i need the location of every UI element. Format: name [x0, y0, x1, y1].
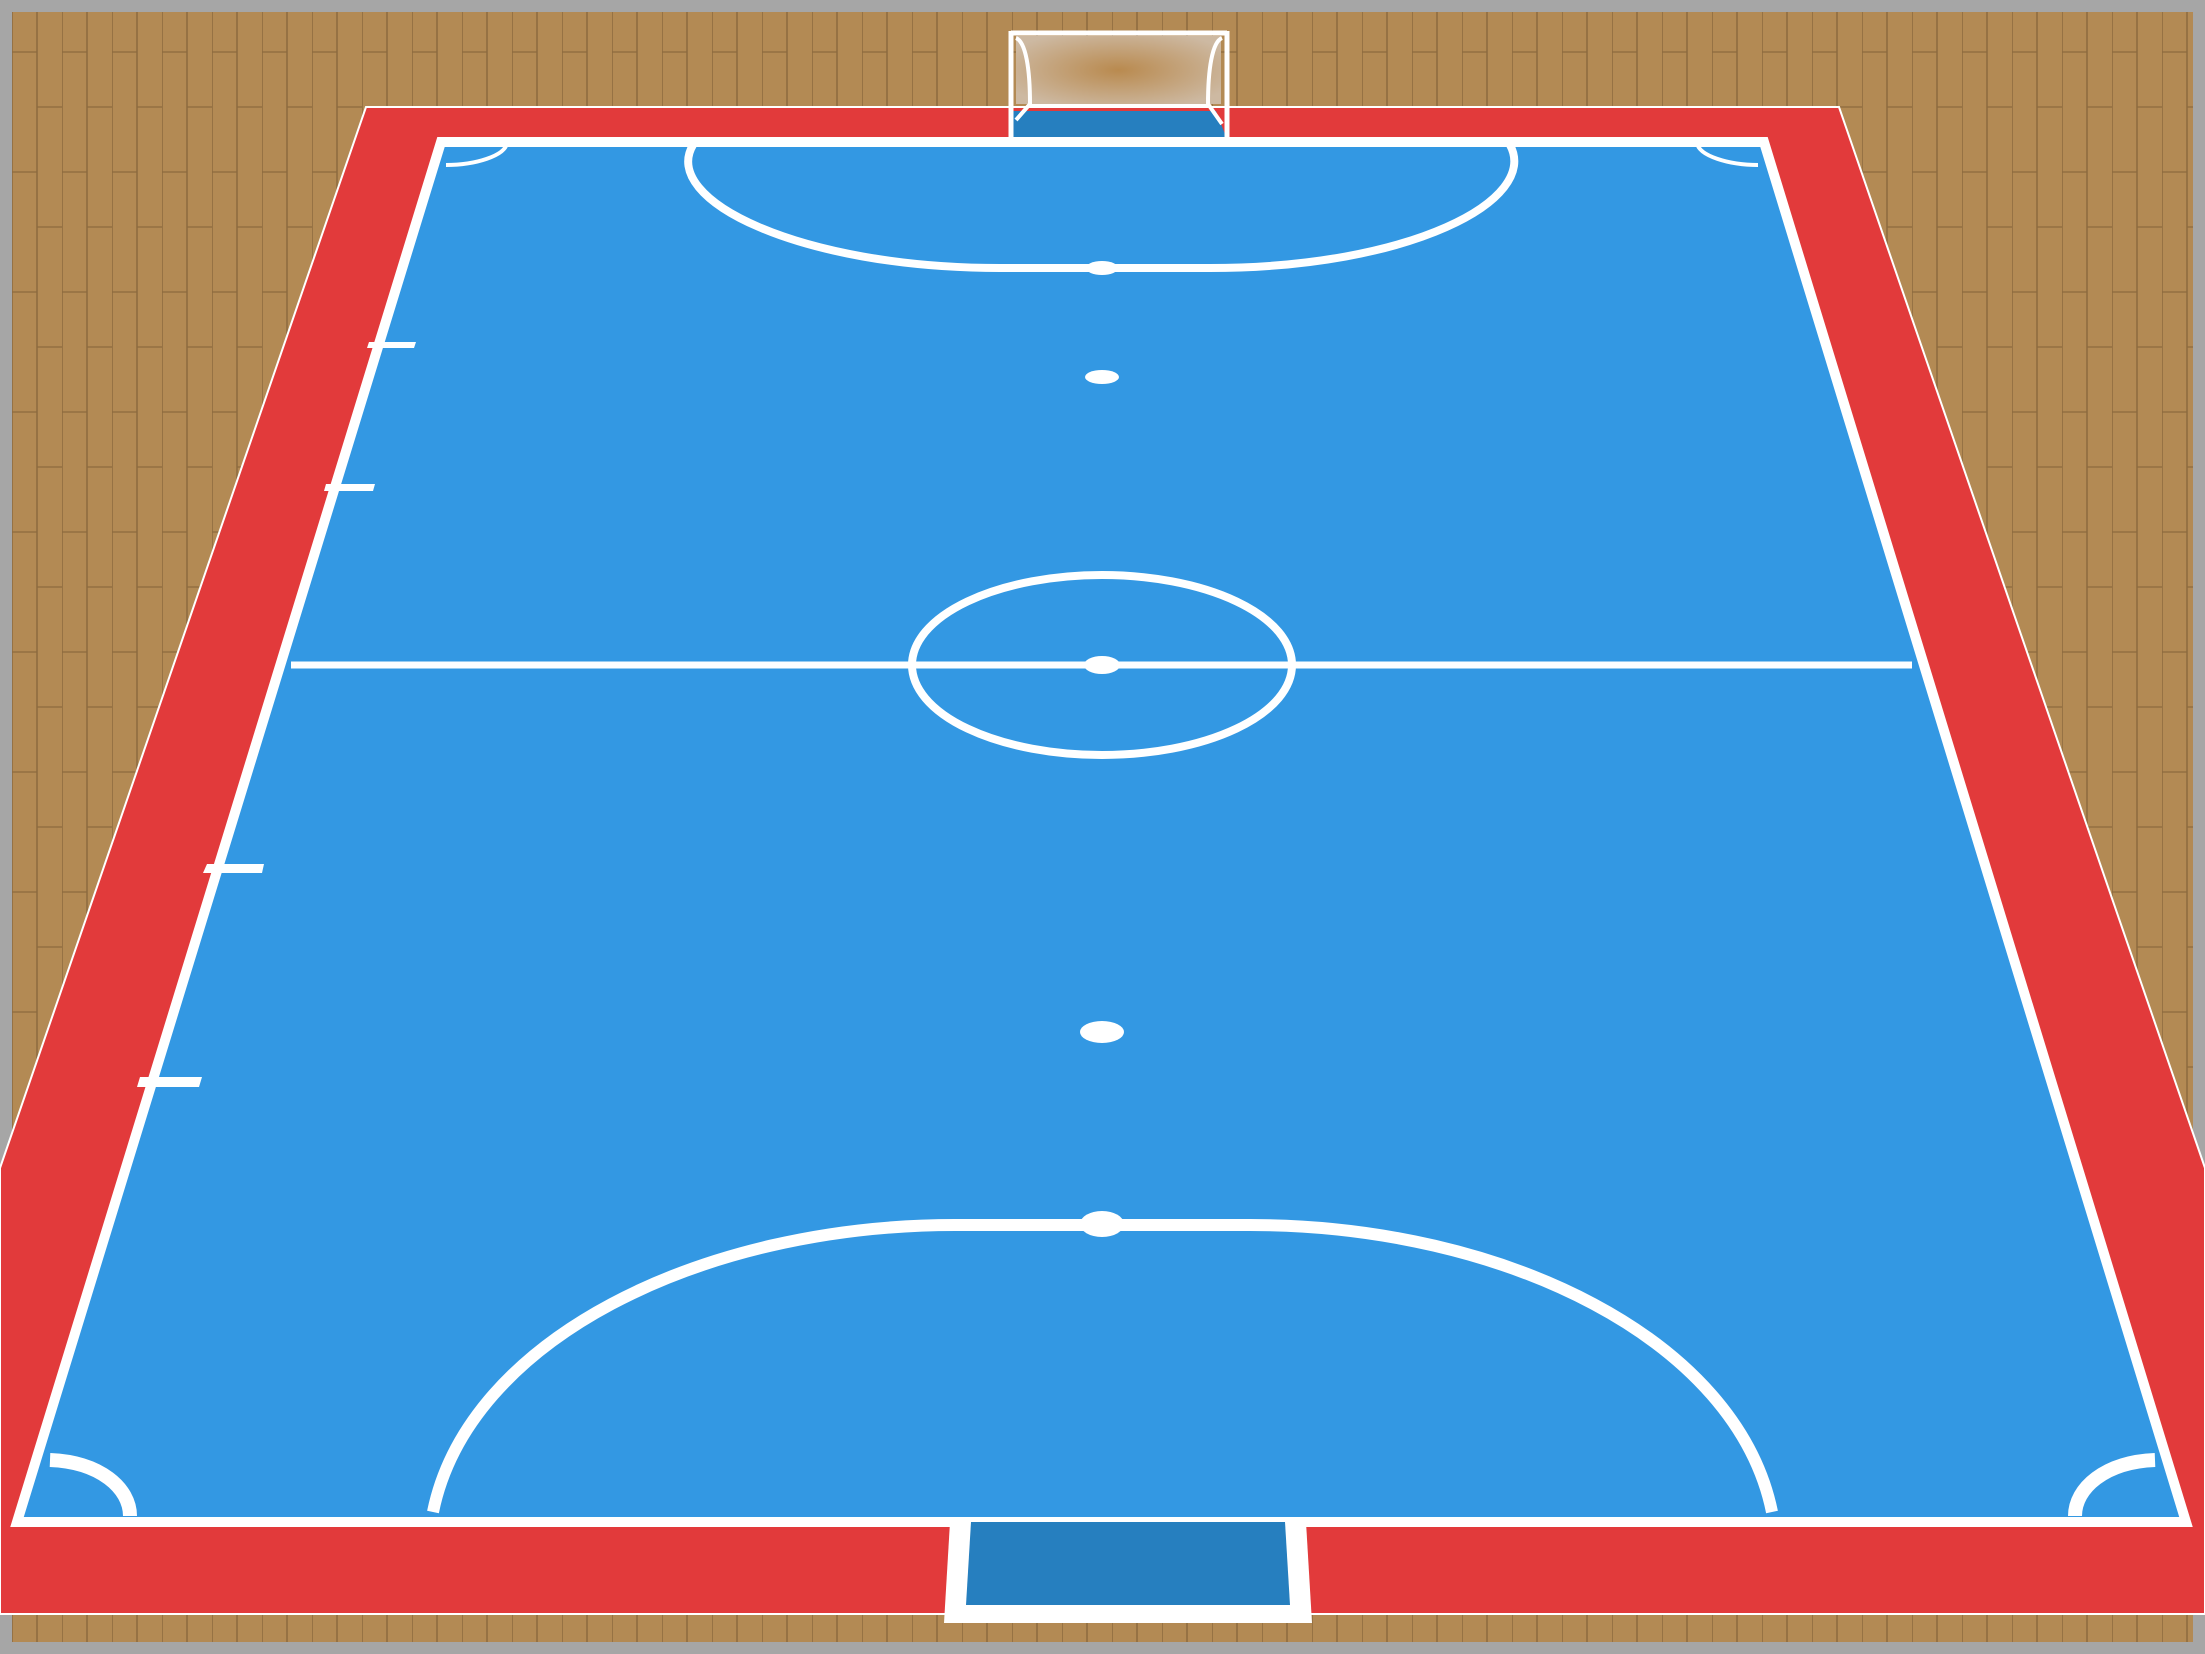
substitution-zone-marks	[137, 342, 416, 1087]
far-goal	[1008, 30, 1230, 144]
near-goal	[944, 1522, 1312, 1623]
substitution-mark	[324, 484, 375, 491]
corner-arc-far-left	[445, 142, 509, 167]
corner-arc-near-left	[49, 1453, 137, 1517]
corner-arcs	[49, 142, 2156, 1517]
near-goal-area	[966, 1522, 1290, 1605]
far-goal-area	[1010, 111, 1228, 142]
far-goal-right-net-side	[1205, 36, 1224, 126]
substitution-mark	[367, 342, 416, 348]
substitution-mark	[137, 1077, 202, 1087]
corner-arc-near-right	[2068, 1453, 2156, 1517]
court-surface	[10, 137, 2193, 1527]
corner-arc-far-right	[1695, 142, 1759, 167]
far-goal-left-net-side	[1014, 36, 1033, 122]
center-circle	[908, 571, 1296, 759]
center-spot	[1084, 656, 1120, 674]
far-penalty-spot	[1085, 370, 1119, 384]
near-second-penalty-spot	[1080, 1211, 1124, 1237]
substitution-mark	[203, 864, 264, 873]
far-second-penalty-spot	[1086, 261, 1118, 275]
far-goal-net	[1016, 36, 1221, 104]
near-penalty-spot	[1080, 1021, 1124, 1043]
